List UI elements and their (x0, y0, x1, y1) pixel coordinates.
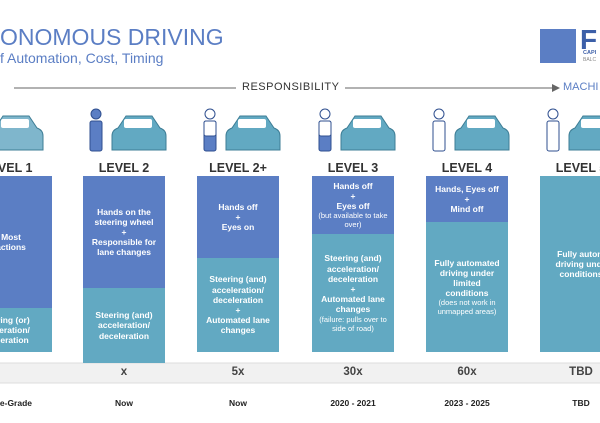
subtitle: f Automation, Cost, Timing (0, 50, 164, 66)
box-text: + (350, 190, 356, 201)
box-text: Hands, Eyes off (435, 183, 499, 194)
icon (238, 119, 266, 128)
bottom-box: ering (or)eleration/eleration (0, 308, 52, 352)
icon (204, 108, 216, 120)
logo-mark (540, 29, 576, 63)
cost: 60x (457, 366, 477, 378)
icon (319, 108, 331, 120)
box-text: (failure: pulls over to side of road) (319, 314, 387, 333)
level-label: EVEL 1 (0, 161, 33, 175)
box-text: eleration/ (0, 324, 30, 335)
box-text: + (464, 193, 470, 204)
icon (1, 119, 29, 128)
logo-line: BALC (583, 57, 597, 63)
bottom-box: Fully autom driving unde conditions (540, 176, 600, 352)
cost: TBD (569, 366, 593, 378)
icon (467, 119, 495, 128)
box-text: Automated lane changes (321, 294, 385, 315)
timing: Now (115, 398, 133, 408)
box-text: Fully automated driving under limited co… (434, 257, 500, 299)
top-box: Hands off + Eyes off (but available to take… (312, 176, 394, 234)
box-text: + (121, 226, 127, 237)
icon (432, 120, 446, 152)
box-text: + (235, 211, 241, 222)
title: ONOMOUS DRIVING (0, 24, 224, 50)
box-text: (does not work in unmapped areas) (437, 298, 497, 317)
timing: 2020 - 2021 (330, 398, 376, 408)
box-text: Steering (and) acceleration/ deceleratio… (324, 253, 382, 284)
arrow-end-label: MACHI (563, 81, 599, 93)
box-text: + (350, 284, 356, 294)
box-text: Most (1, 231, 21, 242)
top-box: Hands off + Eyes on (197, 176, 279, 258)
icon (318, 120, 332, 137)
cost-band (0, 363, 600, 383)
box-text: Eyes off (336, 201, 370, 212)
box-text: Hands off (333, 180, 373, 191)
box-text: Fully autom driving unde conditions (555, 248, 600, 280)
box-text: Automated lane changes (206, 315, 270, 336)
box-text: Mind off (450, 204, 484, 215)
level-label: LEVEL 5 (555, 161, 600, 175)
logo: F (580, 24, 598, 55)
box-text: + (235, 305, 241, 315)
bottom-box: Fully automated driving under limited co… (426, 222, 508, 352)
level-label: LEVEL 2+ (209, 161, 267, 175)
top-box: Mostactions (0, 176, 52, 308)
top-box: Hands, Eyes off + Mind off (426, 176, 508, 222)
level-label: LEVEL 2 (98, 161, 150, 175)
icon (353, 119, 381, 128)
cost: x (120, 366, 128, 378)
cost: 30x (343, 366, 363, 378)
box-text: Hands on the steering wheel (94, 206, 154, 227)
bottom-box: Steering (and) acceleration/ deceleratio… (83, 288, 165, 363)
box-text: Steering (and) acceleration/ deceleratio… (209, 274, 267, 305)
bottom-box: Steering (and) acceleration/ deceleratio… (197, 258, 279, 352)
icon (203, 120, 217, 137)
arrow-label: RESPONSIBILITY (236, 81, 346, 93)
timing: 2023 - 2025 (444, 398, 490, 408)
icon (581, 119, 600, 128)
timing: TBD (572, 398, 590, 408)
box-text: Eyes on (221, 222, 255, 233)
box-text: eleration (0, 335, 29, 346)
level-label: LEVEL 4 (441, 161, 493, 175)
icon (433, 108, 445, 120)
top-box: Hands on the steering wheel + Responsible … (83, 176, 165, 288)
cost: 5x (231, 366, 245, 378)
arrow-head (552, 84, 560, 92)
box-text: Steering (and) acceleration/ deceleratio… (95, 310, 153, 341)
bottom-box: Steering (and) acceleration/ deceleratio… (312, 234, 394, 352)
icon (124, 119, 152, 128)
timing: Now (229, 398, 247, 408)
icon (547, 108, 559, 120)
box-text: (but available to take over) (318, 211, 388, 230)
box-text: Hands off (218, 201, 258, 212)
level-label: LEVEL 3 (327, 161, 379, 175)
box-text: Responsible for lane changes (91, 237, 157, 258)
box-text: ering (or) (0, 314, 30, 325)
timing: tive-Grade (0, 398, 33, 408)
icon (89, 120, 103, 152)
icon (90, 108, 102, 120)
logo-line: CAPI (583, 50, 597, 56)
box-text: actions (0, 242, 26, 252)
icon (546, 120, 560, 152)
